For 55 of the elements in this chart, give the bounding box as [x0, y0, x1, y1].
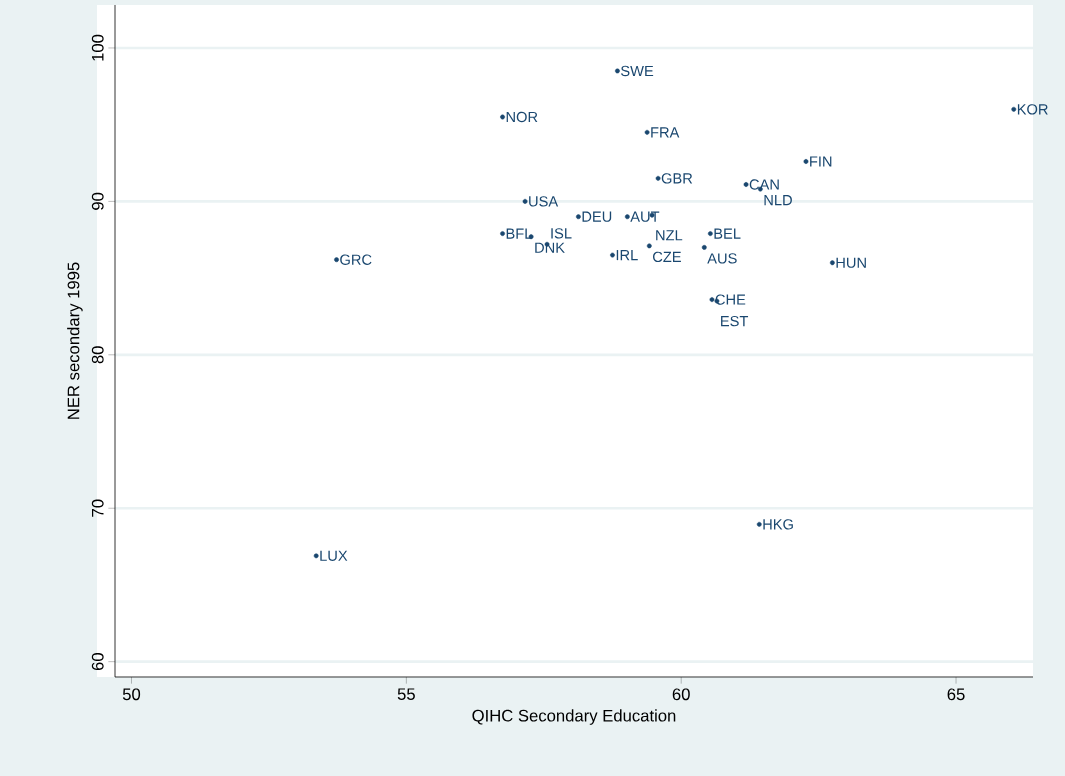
- point: [576, 214, 581, 220]
- annotation: BFL: [506, 228, 532, 239]
- point: [615, 68, 620, 74]
- y-tick-label: 70: [91, 499, 104, 517]
- annotation: AUT: [630, 211, 660, 222]
- y-tick-label: 90: [91, 192, 104, 210]
- annotation: SWE: [621, 65, 654, 77]
- point: [709, 297, 715, 302]
- point: [500, 114, 505, 120]
- annotation: HKG: [763, 519, 793, 530]
- point: [655, 175, 661, 181]
- point: [522, 198, 528, 204]
- point: [829, 260, 835, 266]
- annotation: FRA: [651, 127, 680, 138]
- annotation: CAN: [749, 179, 779, 190]
- point: [646, 243, 652, 249]
- point: [707, 231, 713, 236]
- point: [610, 252, 615, 258]
- annotation: NLD: [764, 195, 792, 206]
- annotation: USA: [529, 196, 559, 207]
- x-tick-label: 65: [947, 688, 965, 701]
- y-axis-title: NER secondary 1995: [67, 262, 83, 419]
- annotation: ISL: [551, 228, 572, 239]
- point: [334, 257, 339, 263]
- point: [313, 553, 319, 559]
- annotation: BEL: [714, 228, 741, 239]
- annotation: NOR: [506, 111, 538, 123]
- point: [756, 521, 762, 527]
- y-tick-label: 60: [91, 653, 104, 671]
- point: [624, 214, 630, 220]
- x-tick-label: 50: [122, 688, 141, 701]
- annotation: DEU: [582, 211, 612, 222]
- annotation: CZE: [653, 251, 681, 263]
- point: [500, 231, 505, 236]
- annotation: IRL: [616, 250, 638, 261]
- annotation: KOR: [1017, 104, 1048, 115]
- annotation: HUN: [836, 257, 866, 268]
- point: [743, 182, 749, 187]
- x-tick-label: 55: [397, 688, 415, 701]
- point: [803, 159, 809, 164]
- annotation: FIN: [810, 156, 832, 167]
- x-tick-label: 60: [672, 688, 690, 701]
- annotation: CHE: [715, 294, 746, 305]
- y-tick-label: 80: [91, 346, 104, 364]
- annotation: GRC: [340, 254, 372, 265]
- annotation: EST: [721, 315, 749, 327]
- x-axis-title: QIHC Secondary Education: [472, 709, 676, 725]
- annotation: AUS: [707, 253, 737, 264]
- point: [1011, 106, 1017, 112]
- annotation: GBR: [661, 173, 693, 184]
- annotation: LUX: [320, 550, 348, 561]
- point: [644, 129, 650, 135]
- annotation: NZL: [656, 230, 683, 241]
- point: [701, 245, 707, 250]
- y-tick-label: 100: [91, 34, 104, 61]
